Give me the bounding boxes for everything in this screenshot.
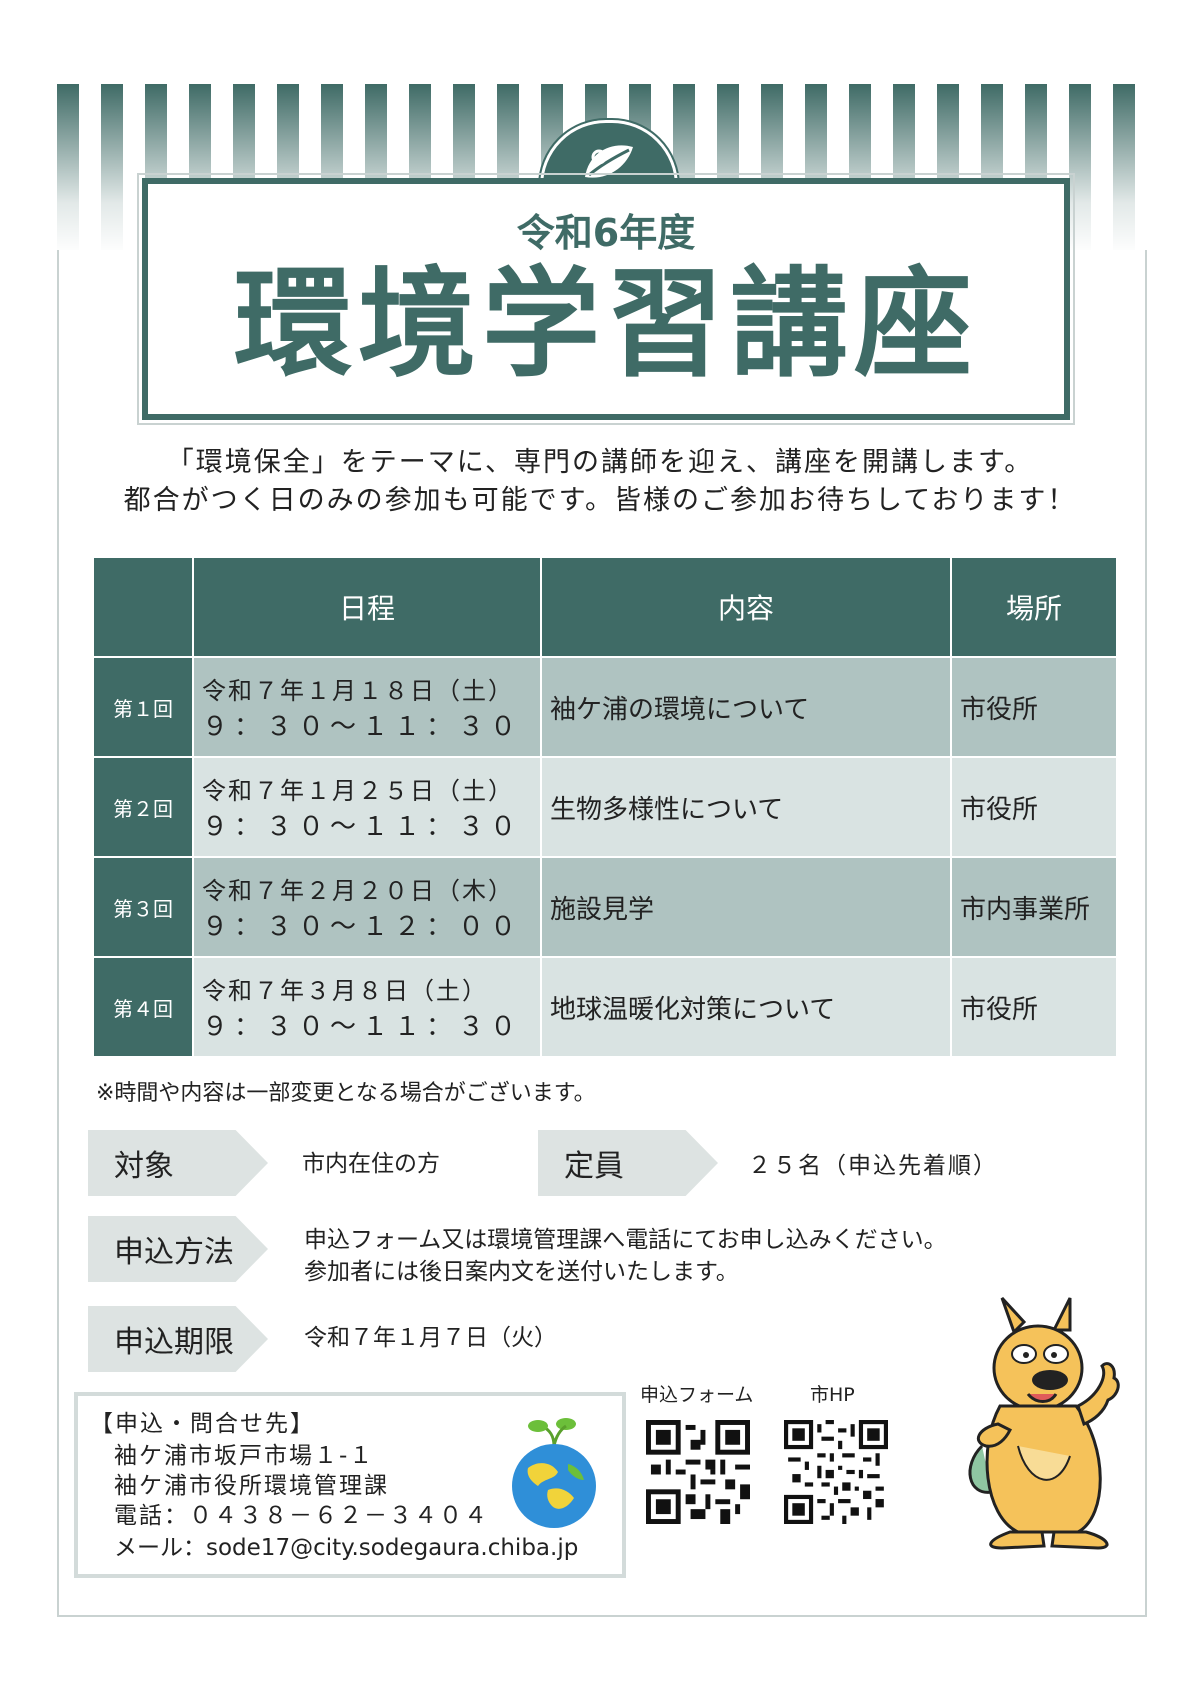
session-time: ９：３０～１１：３０	[202, 1012, 523, 1042]
session-datetime: 令和７年３月８日（土） ９：３０～１１：３０	[192, 956, 542, 1058]
table-row: 第３回 令和７年２月２０日（木） ９：３０～１２：００ 施設見学 市内事業所	[92, 856, 1118, 958]
qr-hp-label: 市HP	[810, 1384, 855, 1406]
deadline-tag: 申込期限	[88, 1306, 268, 1372]
session-number: 第４回	[92, 956, 194, 1058]
table-row: 第１回 令和７年１月１８日（土） ９：３０～１１：３０ 袖ケ浦の環境について 市…	[92, 656, 1118, 758]
table-row: 第４回 令和７年３月８日（土） ９：３０～１１：３０ 地球温暖化対策について 市…	[92, 956, 1118, 1058]
session-date: 令和７年１月２５日（土）	[202, 777, 514, 805]
target-value: 市内在住の方	[302, 1151, 440, 1177]
qr-code-icon[interactable]	[646, 1420, 750, 1524]
contact-heading: 【申込・問合せ先】	[90, 1411, 315, 1437]
intro-line-1: 「環境保全」をテーマに、専門の講師を迎え、講座を開講します。	[166, 447, 1034, 478]
table-header-place: 場所	[950, 556, 1118, 658]
session-number: 第２回	[92, 756, 194, 858]
target-tag: 対象	[88, 1130, 268, 1196]
method-tag: 申込方法	[88, 1216, 268, 1282]
session-place: 市内事業所	[950, 856, 1118, 958]
page-title: 環境学習講座	[233, 255, 978, 393]
title-box: 令和6年度 環境学習講座	[137, 173, 1075, 425]
session-content: 袖ケ浦の環境について	[540, 656, 952, 758]
qr-form-label: 申込フォーム	[640, 1384, 754, 1406]
page-subtitle: 令和6年度	[516, 211, 696, 255]
qr-code-icon[interactable]	[784, 1420, 888, 1524]
table-header-content: 内容	[540, 556, 952, 658]
session-time: ９：３０～１１：３０	[202, 812, 523, 842]
session-place: 市役所	[950, 756, 1118, 858]
contact-address: 袖ケ浦市坂戸市場１-１	[114, 1443, 375, 1469]
method-value: 申込フォーム又は環境管理課へ電話にてお申し込みください。 参加者には後日案内文を…	[304, 1224, 947, 1288]
session-number: 第３回	[92, 856, 194, 958]
contact-office: 袖ケ浦市役所環境管理課	[114, 1473, 389, 1499]
contact-email: メール：sode17@city.sodegaura.chiba.jp	[114, 1535, 579, 1561]
session-date: 令和７年１月１８日（土）	[202, 677, 514, 705]
session-number: 第１回	[92, 656, 194, 758]
globe-sprout-icon	[512, 1418, 596, 1528]
contact-phone: 電話：０４３８－６２－３４０４	[114, 1503, 489, 1529]
schedule-table: 日程 内容 場所 第１回 令和７年１月１８日（土） ９：３０～１１：３０ 袖ケ浦…	[92, 556, 1118, 1058]
deadline-value: 令和７年１月７日（火）	[304, 1325, 557, 1351]
method-line-1: 申込フォーム又は環境管理課へ電話にてお申し込みください。	[304, 1227, 947, 1253]
intro-line-2: 都合がつく日のみの参加も可能です。皆様のご参加お待ちしております！	[123, 485, 1077, 516]
contact-box: 【申込・問合せ先】 袖ケ浦市坂戸市場１-１ 袖ケ浦市役所環境管理課 電話：０４３…	[74, 1392, 626, 1578]
session-place: 市役所	[950, 656, 1118, 758]
intro-text: 「環境保全」をテーマに、専門の講師を迎え、講座を開講します。 都合がつく日のみの…	[60, 444, 1140, 520]
target-label: 対象	[114, 1149, 174, 1184]
schedule-note: ※時間や内容は一部変更となる場合がございます。	[96, 1081, 596, 1106]
table-header-blank	[92, 556, 194, 658]
session-date: 令和７年２月２０日（木）	[202, 877, 514, 905]
method-label: 申込方法	[114, 1235, 234, 1270]
table-row: 第２回 令和７年１月２５日（土） ９：３０～１１：３０ 生物多様性について 市役…	[92, 756, 1118, 858]
session-content: 地球温暖化対策について	[540, 956, 952, 1058]
session-time: ９：３０～１１：３０	[202, 712, 523, 742]
session-date: 令和７年３月８日（土）	[202, 977, 488, 1005]
session-content: 生物多様性について	[540, 756, 952, 858]
table-header-row: 日程 内容 場所	[92, 556, 1118, 658]
session-datetime: 令和７年１月１８日（土） ９：３０～１１：３０	[192, 656, 542, 758]
session-time: ９：３０～１２：００	[202, 912, 523, 942]
session-content: 施設見学	[540, 856, 952, 958]
session-datetime: 令和７年２月２０日（木） ９：３０～１２：００	[192, 856, 542, 958]
session-datetime: 令和７年１月２５日（土） ９：３０～１１：３０	[192, 756, 542, 858]
capacity-value: ２５名（申込先着順）	[748, 1153, 998, 1179]
session-place: 市役所	[950, 956, 1118, 1058]
capacity-tag: 定員	[538, 1130, 718, 1196]
deadline-label: 申込期限	[114, 1325, 234, 1360]
kangaroo-mascot-icon	[968, 1296, 1120, 1550]
capacity-label: 定員	[564, 1149, 624, 1184]
method-line-2: 参加者には後日案内文を送付いたします。	[304, 1259, 739, 1285]
table-header-date: 日程	[192, 556, 542, 658]
